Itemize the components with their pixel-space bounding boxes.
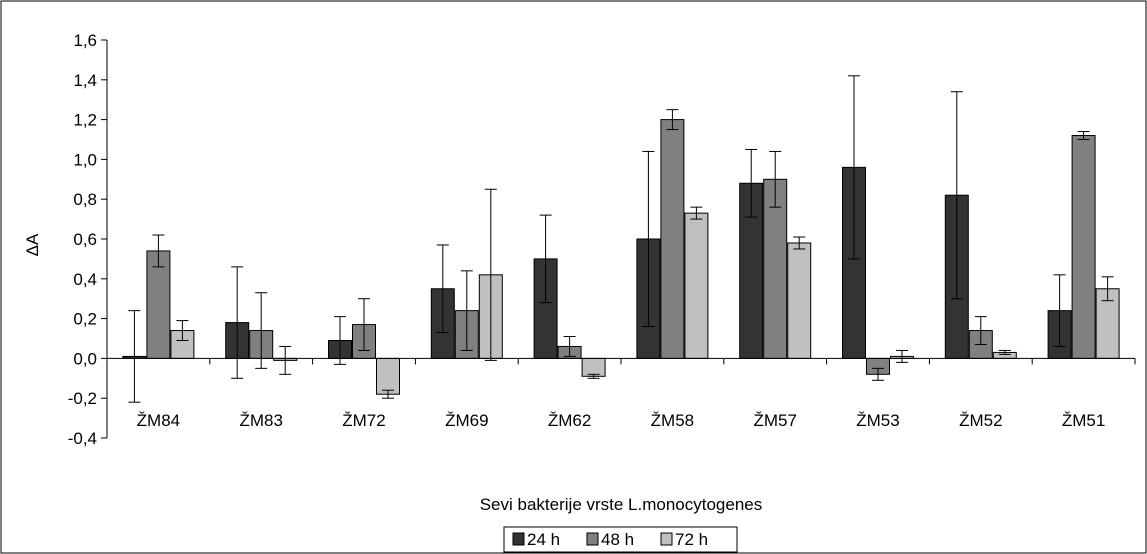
bar	[660, 119, 685, 359]
x-tick-label: ŽM72	[342, 411, 385, 430]
legend-box	[503, 526, 738, 553]
x-tick-label: ŽM83	[239, 411, 282, 430]
legend-swatch	[586, 532, 599, 546]
legend-label: 72 h	[675, 530, 708, 549]
legend-label: 24 h	[527, 530, 560, 549]
y-tick-label: -0,2	[68, 389, 97, 408]
legend-label: 48 h	[601, 530, 634, 549]
x-tick-label: ŽM51	[1062, 411, 1105, 430]
y-tick-label: 1,0	[73, 150, 97, 169]
y-tick-label: 1,6	[73, 31, 97, 50]
y-tick-label: -0,4	[68, 429, 97, 448]
y-tick-label: 0,4	[73, 270, 97, 289]
bar	[376, 357, 400, 395]
legend-swatch	[660, 532, 673, 546]
bars	[122, 75, 1120, 403]
x-tick-label: ŽM58	[651, 411, 694, 430]
x-tick-label: ŽM52	[959, 411, 1002, 430]
y-tick-label: 0,6	[73, 230, 97, 249]
y-axis-label: ΔA	[23, 233, 42, 256]
x-tick-label: ŽM62	[548, 411, 591, 430]
x-axis-label: Sevi bakterije vrste L.monocytogenes	[480, 495, 763, 514]
y-tick-label: 0,8	[73, 190, 97, 209]
x-tick-label: ŽM84	[137, 411, 180, 430]
bar	[787, 242, 812, 359]
x-tick-label: ŽM57	[753, 411, 796, 430]
legend: 24 h 48 h 72 h	[503, 526, 738, 553]
x-tick-label: ŽM69	[445, 411, 488, 430]
y-axis: -0,4 -0,2 0,0 0,2 0,4 0,6 0,8 1,0 1,2 1,4 1,6	[68, 31, 108, 448]
bar	[581, 357, 606, 377]
y-tick-label: 1,4	[73, 71, 97, 90]
x-axis: ŽM84 ŽM83 ŽM72 ŽM69 ŽM62 ŽM58 ŽM57 ŽM53 ŽM52 ŽM51	[106, 357, 1136, 430]
y-tick-label: 1,2	[73, 111, 97, 130]
bar	[684, 212, 709, 359]
bar	[1071, 135, 1096, 359]
x-tick-label: ŽM53	[856, 411, 899, 430]
legend-swatch	[512, 532, 525, 546]
y-tick-label: 0,0	[73, 349, 97, 368]
y-tick-label: 0,2	[73, 310, 97, 329]
